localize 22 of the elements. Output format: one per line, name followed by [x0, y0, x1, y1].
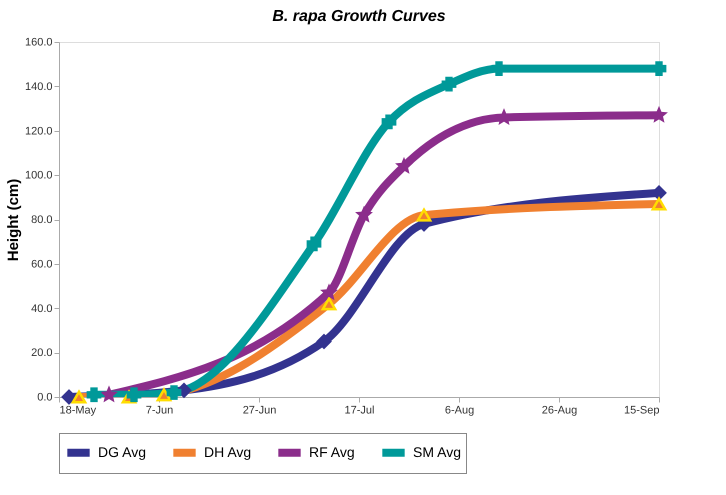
x-tick-label: 15-Sep — [624, 404, 660, 416]
y-tick-label: 100.0 — [24, 170, 52, 182]
y-tick-label: 0.0 — [37, 392, 52, 404]
x-tick-label: 7-Jun — [146, 404, 174, 416]
legend-label: DH Avg — [204, 444, 252, 460]
legend-label: SM Avg — [413, 444, 461, 460]
legend-label: RF Avg — [309, 444, 355, 460]
y-tick-label: 140.0 — [24, 80, 52, 93]
x-tick-label: 26-Aug — [542, 404, 578, 416]
y-axis-title: Height (cm) — [4, 178, 22, 262]
y-tick-label: 20.0 — [31, 347, 52, 360]
y-tick-label: 40.0 — [31, 302, 52, 315]
legend-label: DG Avg — [98, 444, 146, 460]
y-tick-label: 160.0 — [24, 36, 52, 48]
chart-title: B. rapa Growth Curves — [272, 8, 446, 25]
x-tick-label: 6-Aug — [444, 404, 474, 416]
x-tick-label: 27-Jun — [242, 404, 276, 416]
x-tick-label: 17-Jul — [344, 404, 374, 416]
y-tick-label: 80.0 — [31, 214, 52, 226]
y-tick-label: 60.0 — [31, 258, 52, 270]
x-tick-label: 18-May — [60, 404, 97, 416]
y-tick-label: 120.0 — [24, 125, 52, 138]
